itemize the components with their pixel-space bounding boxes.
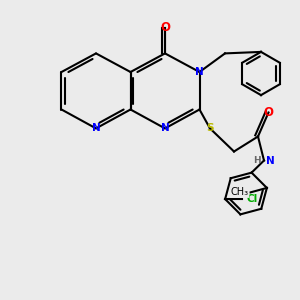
Text: N: N (195, 67, 204, 77)
Text: Cl: Cl (246, 194, 257, 204)
Text: N: N (160, 123, 169, 134)
Text: N: N (92, 123, 100, 134)
Text: N: N (266, 155, 274, 166)
Text: O: O (263, 106, 274, 119)
Text: O: O (160, 21, 170, 34)
Text: S: S (206, 123, 214, 134)
Text: H: H (253, 156, 260, 165)
Text: CH₃: CH₃ (231, 188, 249, 197)
